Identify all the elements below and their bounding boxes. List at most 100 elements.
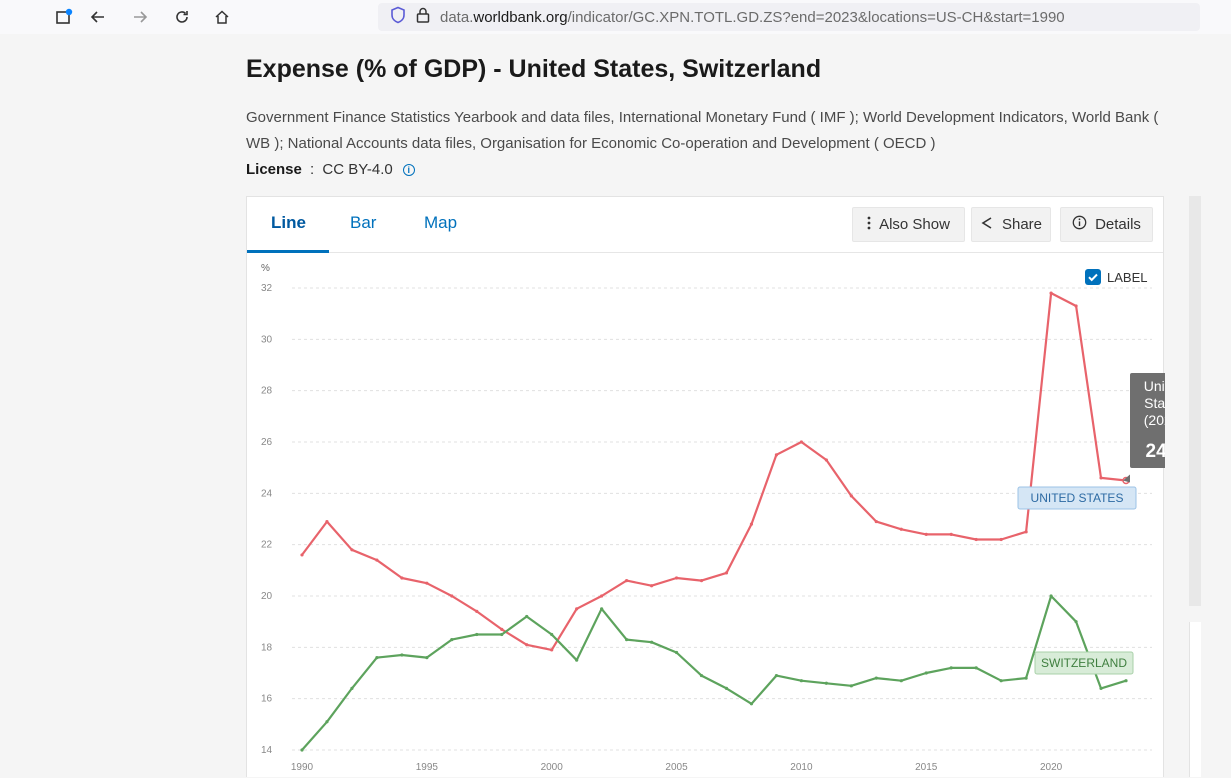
home-icon[interactable] bbox=[210, 5, 234, 29]
page-title: Expense (% of GDP) - United States, Swit… bbox=[246, 55, 822, 83]
tab-map[interactable]: Map bbox=[424, 213, 458, 232]
data-point bbox=[749, 522, 754, 526]
data-point bbox=[899, 527, 903, 531]
data-point bbox=[799, 440, 803, 444]
data-point bbox=[575, 607, 579, 611]
tab-line[interactable]: Line bbox=[271, 213, 306, 232]
shield-icon[interactable] bbox=[390, 6, 406, 29]
data-point bbox=[1074, 620, 1078, 624]
data-point bbox=[749, 702, 754, 706]
data-point bbox=[325, 519, 329, 524]
data-point bbox=[525, 614, 529, 619]
data-point bbox=[924, 532, 928, 536]
data-point bbox=[425, 656, 429, 660]
data-point bbox=[1099, 686, 1103, 690]
url-bar[interactable]: data.worldbank.org/indicator/GC.XPN.TOTL… bbox=[378, 3, 1200, 31]
license-value: CC BY-4.0 bbox=[322, 161, 393, 178]
data-point bbox=[1049, 594, 1053, 598]
data-point bbox=[924, 671, 928, 675]
share-icon bbox=[980, 216, 994, 234]
data-point bbox=[999, 679, 1003, 683]
data-sources: Government Finance Statistics Yearbook a… bbox=[246, 109, 1159, 152]
tooltip-value: 24.5 bbox=[1146, 441, 1165, 462]
data-point bbox=[525, 643, 529, 647]
tab-overview-icon[interactable] bbox=[52, 5, 76, 29]
data-point bbox=[699, 579, 704, 583]
x-tick-label: 1995 bbox=[416, 762, 439, 773]
data-point bbox=[1024, 530, 1028, 534]
data-point bbox=[649, 584, 654, 588]
tooltip-pointer bbox=[1123, 474, 1130, 483]
data-point bbox=[849, 494, 853, 498]
x-tick-label: 2010 bbox=[790, 762, 813, 773]
y-tick-label: 16 bbox=[261, 694, 273, 705]
share-button[interactable]: Share bbox=[971, 207, 1051, 242]
data-point bbox=[674, 576, 679, 580]
y-tick-label: 24 bbox=[261, 488, 273, 499]
data-point bbox=[674, 650, 679, 655]
data-point bbox=[300, 553, 304, 557]
details-info-icon bbox=[1072, 215, 1087, 234]
x-tick-label: 1990 bbox=[291, 762, 314, 773]
url-path: /indicator/GC.XPN.TOTL.GD.ZS?end=2023&lo… bbox=[567, 8, 1065, 26]
label-toggle[interactable]: LABEL bbox=[1085, 269, 1147, 285]
series-label-switzerland: SWITZERLAND bbox=[1041, 656, 1127, 670]
data-point bbox=[724, 571, 729, 575]
y-tick-label: 32 bbox=[261, 283, 273, 294]
share-label: Share bbox=[1001, 216, 1043, 233]
tooltip-text: States bbox=[1144, 395, 1165, 411]
data-point bbox=[375, 656, 379, 660]
data-point bbox=[1074, 304, 1078, 308]
y-tick-label: 22 bbox=[261, 540, 273, 551]
series-line-switzerland bbox=[301, 594, 1127, 751]
x-tick-label: 2020 bbox=[1040, 762, 1063, 773]
details-label: Details bbox=[1095, 216, 1141, 233]
label-toggle-text: LABEL bbox=[1107, 269, 1148, 285]
data-point bbox=[625, 638, 629, 642]
also-show-button[interactable]: Also Show bbox=[852, 207, 965, 242]
data-point bbox=[949, 532, 953, 536]
x-tick-label: 2005 bbox=[665, 762, 688, 773]
data-point bbox=[824, 458, 828, 462]
y-tick-label: 28 bbox=[261, 386, 273, 397]
data-point bbox=[774, 673, 779, 678]
x-tick-label: 2000 bbox=[541, 762, 564, 773]
info-icon[interactable]: i bbox=[402, 163, 415, 176]
line-chart: % 14 16 18 20 22 24 26 28 30 32 1990 1995 2000 2005 201… bbox=[261, 263, 1165, 773]
data-point bbox=[699, 673, 704, 678]
data-point bbox=[450, 638, 454, 642]
reload-icon[interactable] bbox=[170, 5, 194, 29]
data-point bbox=[799, 679, 803, 683]
data-point bbox=[1124, 679, 1128, 683]
data-point bbox=[500, 627, 504, 631]
details-button[interactable]: Details bbox=[1060, 207, 1153, 242]
scrollbar-track[interactable] bbox=[1189, 196, 1201, 606]
data-point bbox=[949, 666, 953, 670]
license-separator: : bbox=[305, 161, 319, 178]
back-icon[interactable] bbox=[86, 5, 110, 29]
label-checkbox[interactable] bbox=[1085, 269, 1101, 285]
lock-icon[interactable] bbox=[416, 6, 430, 29]
url-prefix: data. bbox=[440, 8, 474, 26]
tab-bar[interactable]: Bar bbox=[350, 213, 377, 232]
series-label-united-states: UNITED STATES bbox=[1031, 491, 1124, 505]
kebab-icon bbox=[867, 216, 871, 234]
data-point bbox=[649, 640, 654, 644]
forward-icon[interactable] bbox=[128, 5, 152, 29]
data-point bbox=[1099, 476, 1103, 480]
series-line-united-states bbox=[301, 291, 1127, 651]
data-point bbox=[724, 686, 729, 690]
data-point bbox=[849, 684, 853, 688]
data-point bbox=[300, 748, 304, 752]
y-tick-label: 26 bbox=[261, 437, 273, 448]
series-label-switzerland-box bbox=[1034, 651, 1134, 675]
url-text[interactable]: data.worldbank.org/indicator/GC.XPN.TOTL… bbox=[440, 9, 1065, 26]
browser-toolbar: data.worldbank.org/indicator/GC.XPN.TOTL… bbox=[0, 0, 1231, 34]
data-point bbox=[325, 720, 329, 724]
chart-tabs: Line Bar Map Also Show Share Details bbox=[247, 197, 1163, 253]
y-axis-unit: % bbox=[261, 263, 270, 274]
side-panel-edge bbox=[1189, 622, 1201, 777]
data-point bbox=[999, 537, 1003, 542]
data-point bbox=[824, 681, 828, 685]
data-point bbox=[600, 594, 604, 598]
